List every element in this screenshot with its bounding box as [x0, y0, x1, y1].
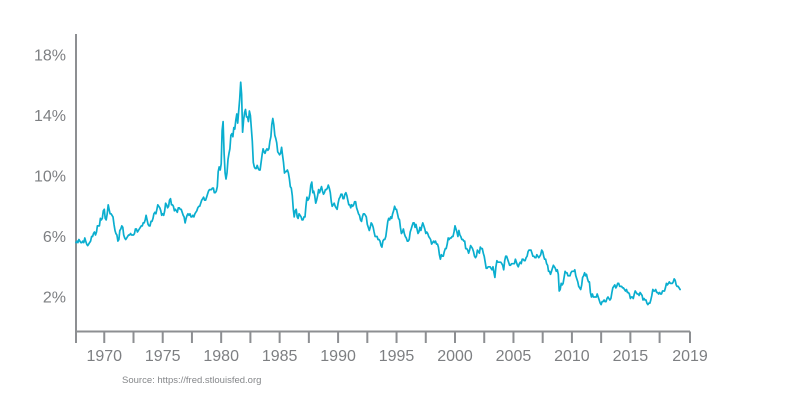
- x-tick-label: 1985: [262, 348, 298, 365]
- x-tick-label: 1975: [145, 348, 181, 365]
- x-tick-label: 1995: [379, 348, 415, 365]
- x-tick-label: 1970: [86, 348, 122, 365]
- x-tick-label: 1980: [203, 348, 239, 365]
- x-tick-label: 2019: [672, 348, 708, 365]
- y-tick-label: 14%: [34, 108, 66, 125]
- x-tick-label: 2015: [613, 348, 649, 365]
- x-tick-label: 2010: [554, 348, 590, 365]
- x-tick-label: 1990: [320, 348, 356, 365]
- chart-plot-group: 1970 1975 1980 1985 1990 1995 2000 2005 2010 2015…: [34, 34, 708, 365]
- y-tick-label: 2%: [43, 290, 66, 307]
- y-tick-label: 6%: [43, 229, 66, 246]
- source-text: Source: https://fred.stlouisfed.org: [122, 375, 261, 386]
- x-tick-label: 2000: [437, 348, 473, 365]
- y-tick-label: 18%: [34, 48, 66, 65]
- x-tick-label: 2005: [496, 348, 532, 365]
- y-tick-label: 10%: [34, 169, 66, 186]
- series-line: [75, 81, 681, 306]
